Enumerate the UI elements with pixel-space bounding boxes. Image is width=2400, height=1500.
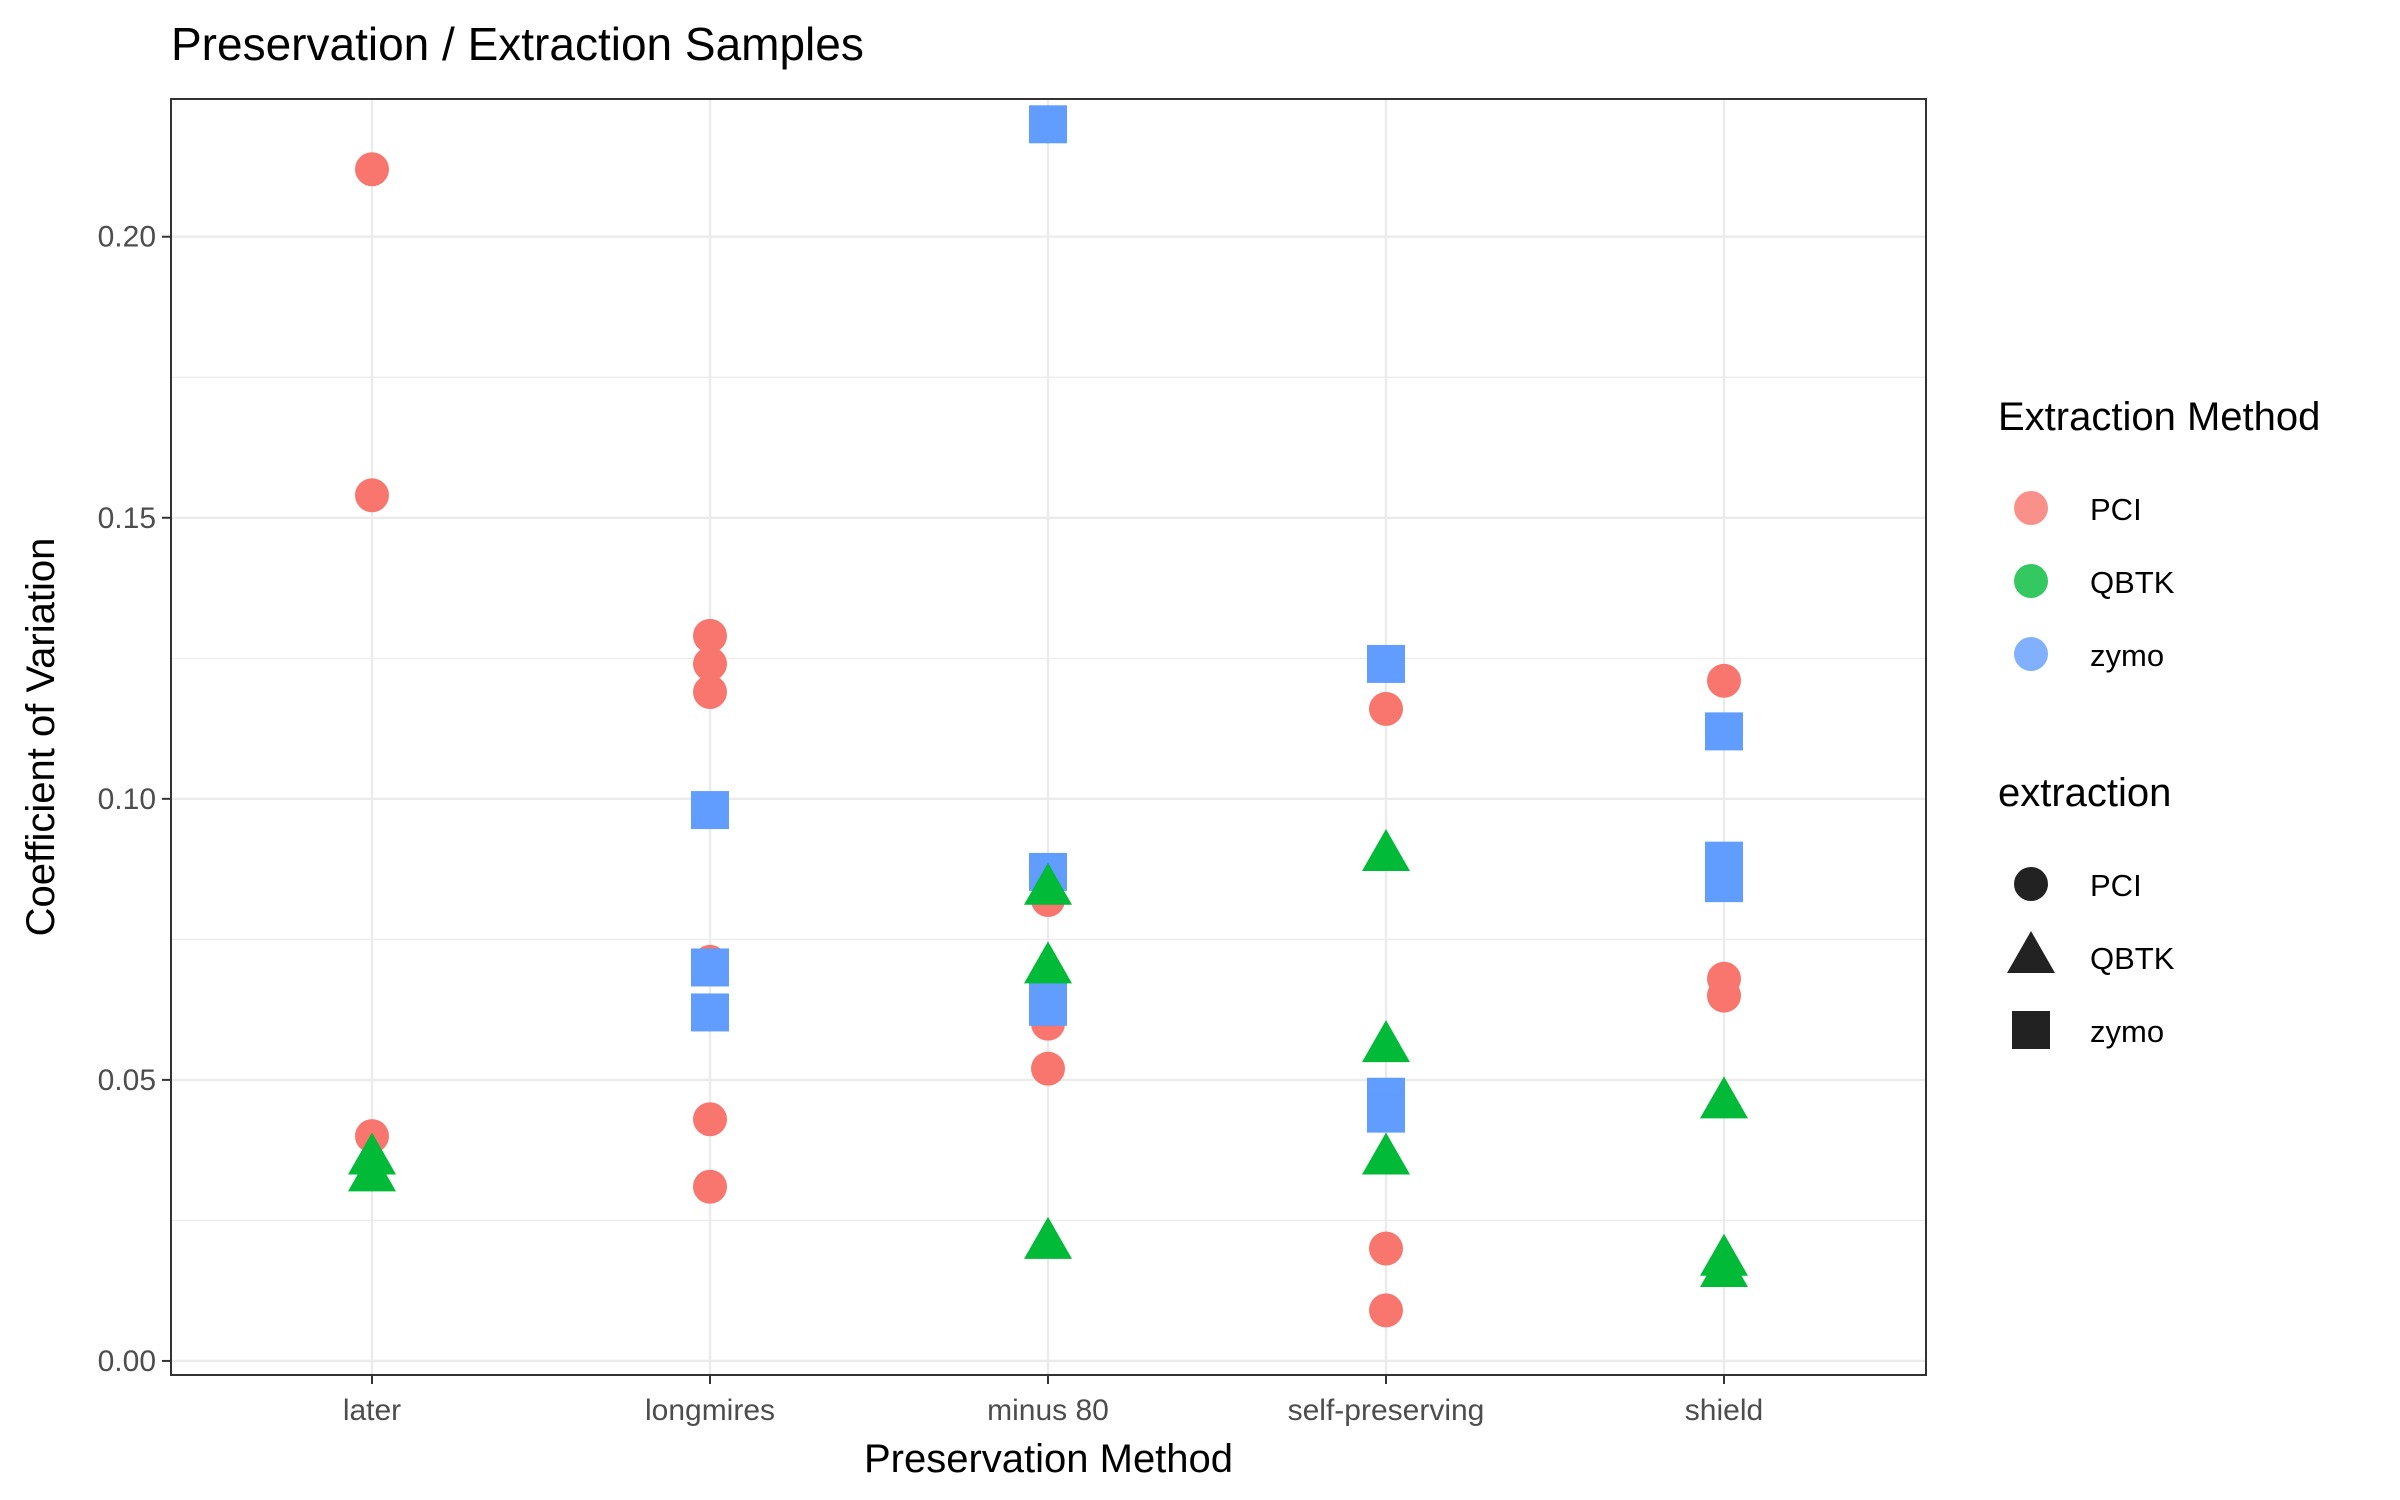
x-tick-label: longmires	[645, 1394, 775, 1427]
data-point-pci-longmires	[693, 646, 727, 681]
data-point-qbtk-self-preserving	[1362, 829, 1410, 872]
data-point-zymo-longmires	[691, 993, 729, 1032]
data-point-pci-self-preserving	[1369, 1231, 1403, 1266]
data-point-pci-shield	[1707, 663, 1741, 698]
legend-key-shape-zymo	[2012, 1011, 2050, 1049]
legend-key-shape-qbtk	[2007, 930, 2055, 973]
data-point-pci-longmires	[693, 1169, 727, 1204]
legends: Extraction Method PCI QBTK zymo extraction PC…	[1998, 395, 2320, 1049]
data-point-pci-longmires	[693, 618, 727, 653]
data-point-zymo-self-preserving	[1367, 1094, 1405, 1133]
data-point-qbtk-later	[348, 1149, 396, 1192]
data-point-zymo-longmires	[691, 948, 729, 987]
data-point-zymo-minus-80	[1029, 105, 1067, 144]
x-tick-label: self-preserving	[1288, 1394, 1485, 1427]
x-axis-title: Preservation Method	[864, 1437, 1233, 1481]
data-point-qbtk-shield	[1700, 1076, 1748, 1119]
data-point-qbtk-minus-80	[1024, 862, 1072, 905]
data-point-pci-later	[355, 478, 389, 513]
legend-key-color-zymo	[2014, 637, 2048, 671]
data-point-zymo-self-preserving	[1367, 644, 1405, 683]
x-tick-label: minus 80	[987, 1394, 1109, 1427]
data-point-zymo-shield	[1705, 864, 1743, 903]
data-point-pci-later	[355, 152, 389, 187]
x-tick-label: shield	[1685, 1394, 1763, 1427]
axes: 0.00 0.05 0.10 0.15 0.20 later longmires minus …	[98, 221, 1764, 1427]
legend-label: PCI	[2090, 868, 2142, 903]
data-point-pci-minus-80	[1031, 1051, 1065, 1086]
data-point-qbtk-shield	[1700, 1244, 1748, 1287]
y-tick-label: 0.10	[98, 783, 156, 816]
legend-label: QBTK	[2090, 941, 2175, 976]
data-point-pci-self-preserving	[1369, 1293, 1403, 1328]
data-point-pci-longmires	[693, 675, 727, 710]
data-point-zymo-longmires	[691, 791, 729, 830]
y-tick-label: 0.05	[98, 1064, 156, 1097]
data-point-pci-shield	[1707, 978, 1741, 1013]
data-point-zymo-shield	[1705, 712, 1743, 751]
chart-title: Preservation / Extraction Samples	[171, 18, 864, 70]
legend-label: QBTK	[2090, 565, 2175, 600]
legend-label: zymo	[2090, 638, 2164, 673]
data-point-qbtk-self-preserving	[1362, 1132, 1410, 1175]
legend-key-color-qbtk	[2014, 564, 2048, 598]
legend-label: zymo	[2090, 1014, 2164, 1049]
legend-label: PCI	[2090, 492, 2142, 527]
y-tick-label: 0.00	[98, 1345, 156, 1378]
data-point-zymo-minus-80	[1029, 987, 1067, 1026]
data-points	[348, 105, 1748, 1328]
x-tick-label: later	[343, 1394, 401, 1427]
data-point-qbtk-minus-80	[1024, 941, 1072, 984]
legend-key-color-pci	[2014, 491, 2048, 525]
data-point-pci-longmires	[693, 1102, 727, 1137]
legend-title: extraction	[1998, 771, 2171, 815]
y-axis-title: Coefficient of Variation	[19, 538, 63, 937]
legend-key-shape-pci	[2014, 867, 2048, 901]
data-point-qbtk-self-preserving	[1362, 1020, 1410, 1063]
data-point-qbtk-minus-80	[1024, 1216, 1072, 1259]
legend-title: Extraction Method	[1998, 395, 2320, 439]
y-tick-label: 0.15	[98, 502, 156, 535]
y-tick-label: 0.20	[98, 221, 156, 254]
data-point-pci-self-preserving	[1369, 691, 1403, 726]
